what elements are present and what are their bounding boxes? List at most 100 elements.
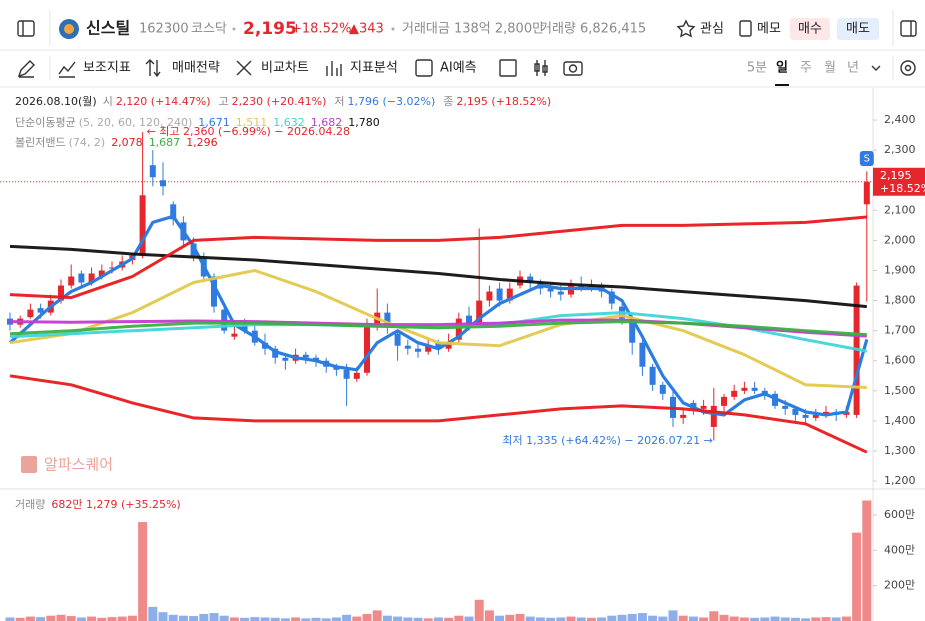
y-tick-label: 1,800 (884, 294, 916, 307)
volume-bar (709, 611, 719, 621)
candle-body (384, 312, 391, 325)
candle-body (802, 414, 809, 418)
action[interactable]: 관심 (700, 22, 724, 37)
analysis-icon[interactable] (326, 61, 342, 76)
candle-body (455, 318, 462, 340)
change-pct: +18.52% (291, 22, 351, 37)
period[interactable]: 주 (800, 61, 812, 76)
indicator-line (9, 215, 867, 300)
strategy-icon[interactable] (145, 59, 161, 78)
tool[interactable]: 지표분석 (350, 61, 398, 76)
y-tick-label: 2,100 (884, 203, 916, 216)
indicator-line (8, 214, 869, 417)
candle-body (506, 288, 513, 301)
y-tick-label: 200만 (884, 579, 915, 592)
info-value: 2,195 (+18.52%) (456, 95, 551, 108)
candle-body (78, 273, 85, 283)
panel-icon[interactable] (17, 20, 35, 37)
volume-bar (444, 617, 454, 621)
candle-body (353, 372, 360, 379)
ai-icon[interactable] (415, 59, 433, 77)
volume-bar (260, 617, 270, 621)
y-tick-label: 2,400 (884, 113, 916, 126)
volume-bar (862, 500, 872, 621)
chevron[interactable] (871, 65, 881, 71)
volume-bar (5, 617, 15, 621)
y-tick-label: 1,700 (884, 324, 916, 337)
compare-icon[interactable] (236, 60, 252, 76)
volume-bar (841, 616, 851, 621)
period[interactable]: 5분 (747, 61, 767, 76)
candle-body (608, 291, 615, 304)
indicator-line (9, 374, 868, 454)
volume-bar (199, 613, 209, 621)
candle-body (231, 333, 238, 337)
legend-value: 1,687 (149, 136, 181, 149)
legend-value: 682만 1,279 (+35.25%) (51, 498, 180, 511)
legend-label: 거래량 (15, 498, 45, 511)
panel-icon[interactable] (900, 20, 917, 37)
signal-marker (859, 151, 874, 166)
info-line: 2026.08.10(월) 시 2,120 (+14.47%) 고 2,230 (+20… (15, 95, 551, 108)
candle-body (435, 342, 442, 349)
tool[interactable]: 매매전략 (172, 61, 220, 76)
tool[interactable]: AI예측 (440, 61, 477, 76)
period[interactable]: 년 (847, 61, 859, 76)
sell-label[interactable]: 매도 (846, 22, 870, 37)
info-label: 종 (443, 95, 453, 108)
period[interactable]: 월 (824, 61, 836, 76)
buy-label[interactable]: 매수 (798, 22, 822, 37)
volume-bar (617, 614, 627, 621)
candle-body (282, 357, 289, 361)
overlay: 2026.08.10(월) 시 2,120 (+14.47%) 고 2,230 (+20… (15, 95, 925, 511)
volume-bar (168, 614, 178, 621)
candle-body (496, 288, 503, 301)
candle-icon[interactable] (534, 60, 548, 76)
volume-bar (505, 614, 515, 621)
legend-label: 단순이동평균 (15, 116, 76, 129)
volume-bar (821, 617, 831, 621)
tool[interactable]: 보조지표 (83, 61, 131, 76)
action[interactable]: 메모 (757, 22, 781, 37)
volume-bar (107, 617, 117, 621)
candle-body (364, 324, 370, 373)
candle-body (170, 204, 177, 220)
trade-value: 거래대금 138억 2,800만 (402, 22, 544, 37)
candle-body (731, 390, 738, 397)
candle-body (211, 276, 217, 307)
box-icon[interactable] (499, 59, 517, 77)
separator (232, 27, 236, 31)
volume-bar (342, 614, 352, 621)
settings-icon[interactable] (900, 60, 916, 76)
volume-bar (66, 616, 76, 621)
volume-bar (831, 617, 841, 621)
sell-button[interactable] (837, 18, 879, 40)
indicator-icon[interactable] (58, 61, 76, 78)
volume-bar (46, 615, 56, 621)
draw-icon[interactable] (17, 60, 35, 78)
volume-bar (301, 618, 311, 621)
candle-body (415, 348, 421, 352)
legend-label: 볼린저밴드 (15, 136, 66, 149)
y-tick-label: 1,400 (884, 414, 916, 427)
volume-bar (495, 615, 505, 621)
period[interactable]: 일 (776, 61, 788, 76)
volume-bar (56, 614, 66, 621)
candle-body (88, 273, 95, 283)
camera-icon[interactable] (563, 61, 583, 76)
volume-bar (36, 617, 46, 621)
memo-icon[interactable] (739, 20, 752, 37)
volume-bar (331, 617, 341, 621)
buy-button[interactable] (790, 18, 830, 40)
camera-lens (568, 64, 578, 73)
volume-bar (403, 617, 413, 621)
y-tick-label: 1,500 (884, 384, 916, 397)
volume-bar (484, 610, 494, 621)
candle-body (721, 396, 727, 406)
candle-body (629, 318, 636, 343)
volume: 거래량 6,826,415 (540, 22, 646, 37)
tool[interactable]: 비교차트 (261, 61, 309, 76)
watermark-logo (21, 456, 37, 473)
star-icon[interactable] (676, 19, 696, 38)
